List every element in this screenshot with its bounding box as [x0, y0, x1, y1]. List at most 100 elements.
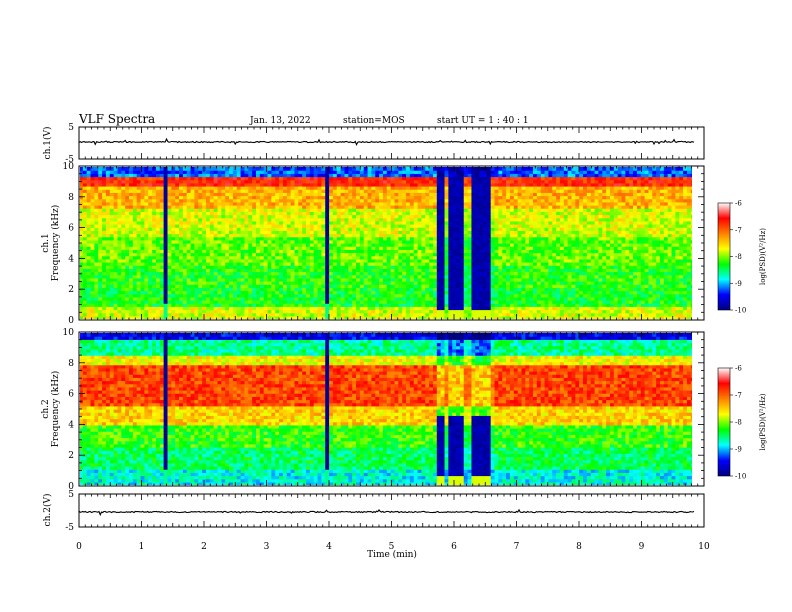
- spectrogram-cell: [259, 239, 265, 244]
- spectrogram-cell: [279, 274, 284, 279]
- spectrogram-cell: [275, 271, 280, 276]
- spectrogram-cell: [202, 309, 207, 314]
- spectrogram-cell: [98, 290, 103, 295]
- spectrogram-cell: [409, 293, 415, 298]
- spectrogram-cell: [340, 167, 346, 171]
- spectrogram-cell: [136, 243, 142, 247]
- spectrogram-cell: [344, 315, 349, 319]
- spectrogram-cell: [121, 239, 126, 244]
- spectrogram-cell: [386, 309, 392, 314]
- spectrogram-cell: [102, 208, 107, 212]
- spectrogram-cell: [306, 293, 311, 298]
- spectrogram-cell: [125, 255, 130, 260]
- spectrogram-cell: [136, 293, 142, 298]
- spectrogram-cell: [125, 287, 130, 292]
- spectrogram-cell: [471, 230, 476, 235]
- spectrogram-cell: [94, 192, 99, 197]
- spectrogram-cell: [406, 258, 411, 263]
- spectrogram-cell: [217, 290, 222, 295]
- spectrogram-cell: [356, 255, 361, 260]
- spectrogram-cell: [263, 179, 269, 184]
- spectrogram-cell: [325, 268, 330, 273]
- spectrogram-cell: [379, 205, 384, 209]
- spectrogram-cell: [325, 192, 330, 197]
- spectrogram-cell: [317, 205, 322, 209]
- spectrogram-cell: [406, 192, 411, 197]
- spectrogram-cell: [152, 201, 157, 206]
- spectrogram-cell: [471, 258, 476, 263]
- spectrogram-cell: [275, 239, 280, 244]
- spectrogram-cell: [148, 189, 153, 193]
- spectrogram-cell: [429, 173, 434, 178]
- spectrogram-cell: [236, 189, 242, 193]
- spectrogram-cell: [80, 258, 84, 263]
- spectrogram-cell: [248, 201, 253, 206]
- spectrogram-cell: [90, 290, 95, 295]
- spectrogram-cell: [98, 268, 103, 273]
- spectrogram-cell: [202, 274, 207, 279]
- spectrogram-cell: [267, 315, 272, 319]
- spectrogram-cell: [179, 214, 184, 219]
- spectrogram-cell: [444, 252, 449, 257]
- spectrogram-cell: [356, 306, 361, 311]
- spectrogram-cell: [344, 176, 349, 181]
- spectrogram-cell: [244, 227, 249, 231]
- spectrogram-cell: [225, 173, 230, 178]
- spectrogram-cell: [309, 167, 315, 171]
- spectrogram-cell: [240, 315, 246, 319]
- spectrogram-cell: [336, 252, 342, 257]
- spectrogram-cell: [167, 271, 172, 276]
- spectrogram-cell: [252, 315, 257, 319]
- spectrogram-cell: [186, 315, 192, 319]
- spectrogram-cell: [190, 271, 196, 276]
- spectrogram-cell: [444, 167, 449, 171]
- spectrogram-cell: [448, 296, 453, 301]
- spectrogram-cell: [109, 182, 115, 187]
- spectrogram-cell: [390, 312, 396, 317]
- spectrogram-cell: [129, 182, 134, 187]
- spectrogram-cell: [255, 195, 261, 200]
- spectrogram-cell: [205, 170, 211, 174]
- spectrogram-cell: [217, 205, 222, 209]
- spectrogram-cell: [348, 230, 353, 235]
- spectrogram-cell: [144, 170, 149, 174]
- spectrogram-cell: [82, 287, 88, 292]
- spectrogram-cell: [279, 277, 284, 282]
- spectrogram-cell: [379, 236, 384, 241]
- spectrogram-cell: [255, 306, 261, 311]
- spectrogram-cell: [302, 274, 307, 279]
- spectrogram-cell: [80, 167, 84, 171]
- spectrogram-cell: [236, 214, 242, 219]
- spectrogram-cell: [471, 239, 476, 244]
- spectrogram-cell: [325, 217, 330, 222]
- spectrogram-cell: [417, 255, 423, 260]
- spectrogram-cell: [152, 205, 157, 209]
- spectrogram-cell: [432, 315, 438, 319]
- spectrogram-cell: [113, 230, 119, 235]
- spectrogram-cell: [225, 284, 230, 288]
- spectrogram-cell: [444, 284, 449, 288]
- spectrogram-cell: [459, 249, 465, 254]
- spectrogram-cell: [171, 182, 176, 187]
- spectrogram-cell: [379, 246, 384, 250]
- spectrogram-cell: [155, 258, 161, 263]
- spectrogram-cell: [86, 217, 92, 222]
- spectrogram-cell: [467, 233, 473, 238]
- spectrogram-cell: [98, 255, 103, 260]
- spectrogram-cell: [121, 271, 126, 276]
- spectrogram-cell: [459, 214, 465, 219]
- spectrogram-cell: [129, 205, 134, 209]
- spectrogram-cell: [425, 224, 430, 228]
- spectrogram-cell: [102, 290, 107, 295]
- spectrogram-cell: [148, 205, 153, 209]
- spectrogram-cell: [155, 312, 161, 317]
- spectrogram-cell: [205, 239, 211, 244]
- spectrogram-cell: [359, 239, 365, 244]
- spectrogram-cell: [275, 224, 280, 228]
- spectrogram-cell: [82, 220, 88, 225]
- spectrogram-cell: [175, 277, 180, 282]
- spectrogram-cell: [144, 287, 149, 292]
- spectrogram-cell: [386, 274, 392, 279]
- spectrogram-cell: [440, 258, 446, 263]
- spectrogram-cell: [229, 224, 234, 228]
